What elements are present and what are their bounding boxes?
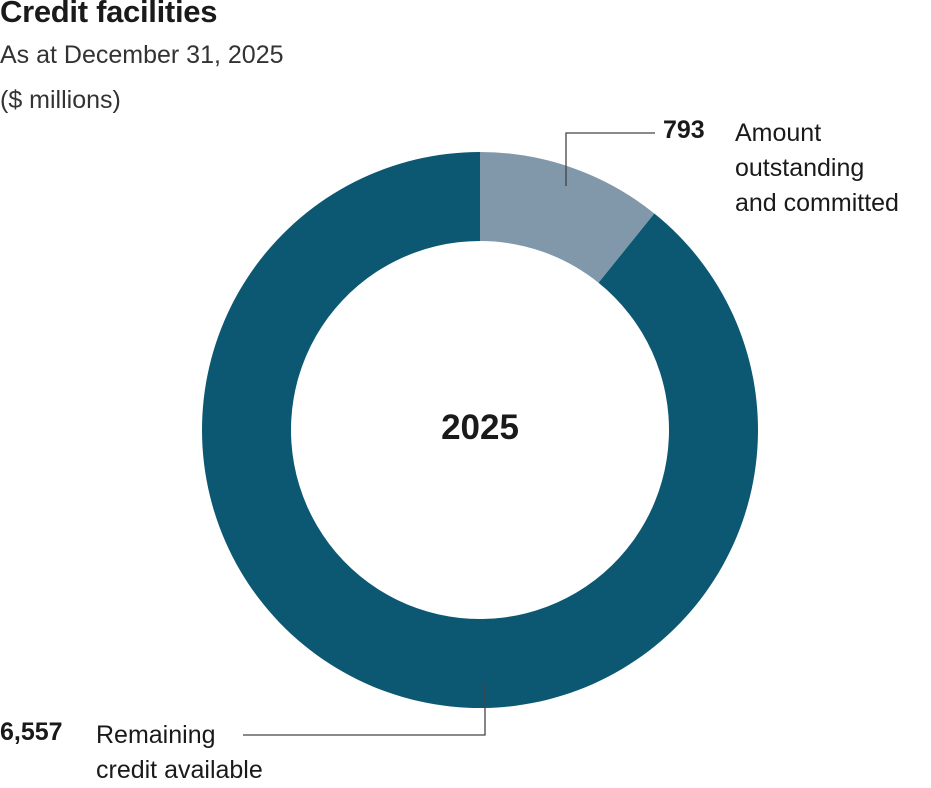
slice-label-line: Remaining — [96, 721, 216, 749]
slice-value-remaining-credit: 6,557 — [0, 718, 63, 746]
chart-subtitle: As at December 31, 2025 — [0, 41, 284, 69]
slice-value-amount-outstanding: 793 — [663, 116, 705, 144]
chart-title: Credit facilities — [0, 0, 218, 29]
slice-label-line: credit available — [96, 756, 263, 784]
center-year-label: 2025 — [441, 408, 519, 447]
slice-label-line: and committed — [735, 189, 899, 217]
slice-label-line: Amount — [735, 119, 822, 147]
slice-label-line: outstanding — [735, 154, 865, 182]
chart-units: ($ millions) — [0, 86, 121, 114]
leader-line-amount-outstanding — [565, 132, 655, 186]
slice-remaining-credit — [201, 152, 758, 708]
slice-label-amount-outstanding: Amount outstanding and committed — [735, 116, 899, 221]
leader-line-remaining-credit — [243, 683, 486, 736]
slice-amount-outstanding — [480, 152, 655, 283]
slice-label-remaining-credit: Remaining credit available — [96, 718, 263, 788]
